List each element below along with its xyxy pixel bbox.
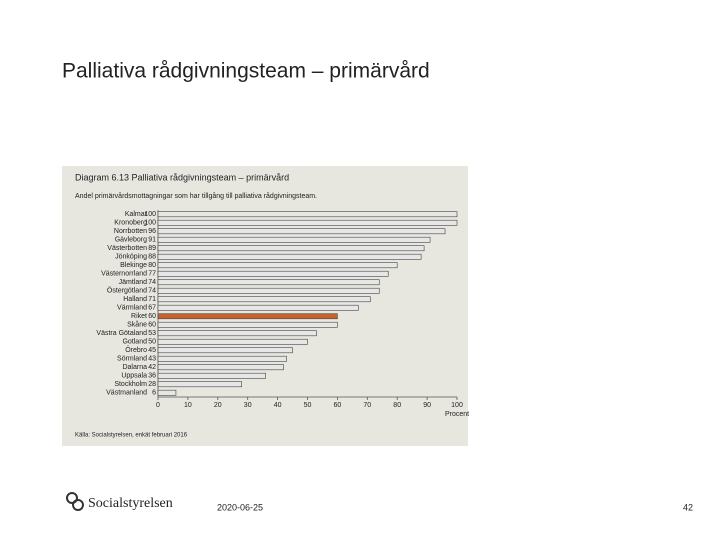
- x-tick-label: 60: [334, 402, 342, 409]
- value-label: 36: [148, 373, 156, 380]
- slide-title: Palliativa rådgivningsteam – primärvård: [62, 60, 430, 83]
- x-tick-label: 40: [274, 402, 282, 409]
- y-tick-label: Gotland: [122, 339, 147, 346]
- x-tick-label: 50: [304, 402, 312, 409]
- y-tick-label: Örebro: [125, 346, 147, 354]
- bar: [157, 321, 338, 328]
- value-label: 100: [144, 211, 156, 218]
- bar: [157, 287, 380, 294]
- x-tick-label: 30: [244, 402, 252, 409]
- value-label: 28: [148, 381, 156, 388]
- x-tick-label: 20: [214, 402, 222, 409]
- y-tick-label: Norrbotten: [114, 228, 147, 235]
- y-tick-label: Dalarna: [122, 364, 147, 371]
- x-tick-label: 90: [423, 402, 431, 409]
- y-tick-label: Kalmar: [125, 211, 148, 218]
- bar: [157, 228, 446, 235]
- bar: [157, 253, 422, 260]
- x-axis-label: Procent: [445, 411, 469, 418]
- value-label: 60: [148, 313, 156, 320]
- x-tick-label: 0: [156, 402, 160, 409]
- value-label: 60: [148, 322, 156, 329]
- date: 2020-06-25: [217, 502, 263, 512]
- y-tick-label: Uppsala: [121, 373, 147, 380]
- chart-title: Diagram 6.13 Palliativa rådgivningsteam …: [75, 172, 289, 182]
- y-tick-label: Riket: [131, 313, 147, 320]
- value-label: 67: [148, 305, 156, 312]
- bar: [157, 381, 243, 388]
- bar: [157, 338, 308, 345]
- value-label: 43: [148, 356, 156, 363]
- y-tick-label: Värmland: [117, 305, 147, 312]
- y-tick-label: Halland: [123, 296, 147, 303]
- value-label: 96: [148, 228, 156, 235]
- bar: [157, 211, 458, 218]
- bar: [157, 236, 431, 243]
- bar: [157, 355, 287, 362]
- y-tick-label: Östergötland: [107, 287, 147, 295]
- logo: Socialstyrelsen: [66, 492, 173, 511]
- y-tick-label: Västernorrland: [101, 271, 147, 278]
- y-tick-label: Västmanland: [106, 390, 147, 397]
- bar: [157, 296, 371, 303]
- bar: [157, 245, 425, 252]
- bar: [157, 262, 398, 269]
- bar: [157, 219, 458, 226]
- logo-mark: [66, 492, 78, 504]
- y-tick-label: Kronoberg: [114, 220, 147, 227]
- bar: [157, 364, 284, 371]
- bar: [157, 372, 266, 379]
- y-tick-label: Gävleborg: [115, 237, 147, 244]
- bar: [157, 347, 293, 354]
- bar: [157, 279, 380, 286]
- value-label: 91: [148, 237, 156, 244]
- page-number: 42: [683, 502, 693, 512]
- y-tick-label: Västra Götaland: [96, 330, 147, 337]
- y-tick-label: Västerbotten: [107, 245, 147, 252]
- value-label: 45: [148, 347, 156, 354]
- source: Källa: Socialstyrelsen, enkät februari 2…: [75, 433, 188, 439]
- y-tick-label: Skåne: [127, 321, 147, 329]
- logo-mark: [72, 499, 84, 511]
- value-label: 74: [148, 288, 156, 295]
- value-label: 71: [148, 296, 156, 303]
- bar: [157, 313, 338, 320]
- value-label: 89: [148, 245, 156, 252]
- y-tick-label: Jönköping: [115, 254, 147, 261]
- value-label: 77: [148, 271, 156, 278]
- y-tick-label: Stockholm: [114, 381, 147, 388]
- bar: [157, 304, 359, 311]
- logo-text: Socialstyrelsen: [88, 496, 173, 511]
- value-label: 74: [148, 279, 156, 286]
- value-label: 80: [148, 262, 156, 269]
- bar: [157, 389, 177, 396]
- y-tick-label: Blekinge: [120, 262, 147, 269]
- value-label: 100: [144, 220, 156, 227]
- x-tick-label: 80: [393, 402, 401, 409]
- x-tick-label: 100: [451, 402, 463, 409]
- value-label: 88: [148, 254, 156, 261]
- x-tick-label: 70: [363, 402, 371, 409]
- chart-subtitle: Andel primärvårdsmottagningar som har ti…: [75, 192, 317, 200]
- bar: [157, 330, 317, 337]
- x-tick-label: 10: [184, 402, 192, 409]
- y-tick-label: Sörmland: [117, 356, 147, 363]
- value-label: 53: [148, 330, 156, 337]
- bar: [157, 270, 389, 277]
- value-label: 42: [148, 364, 156, 371]
- value-label: 50: [148, 339, 156, 346]
- value-label: 6: [152, 390, 156, 397]
- y-tick-label: Jämtland: [119, 279, 148, 286]
